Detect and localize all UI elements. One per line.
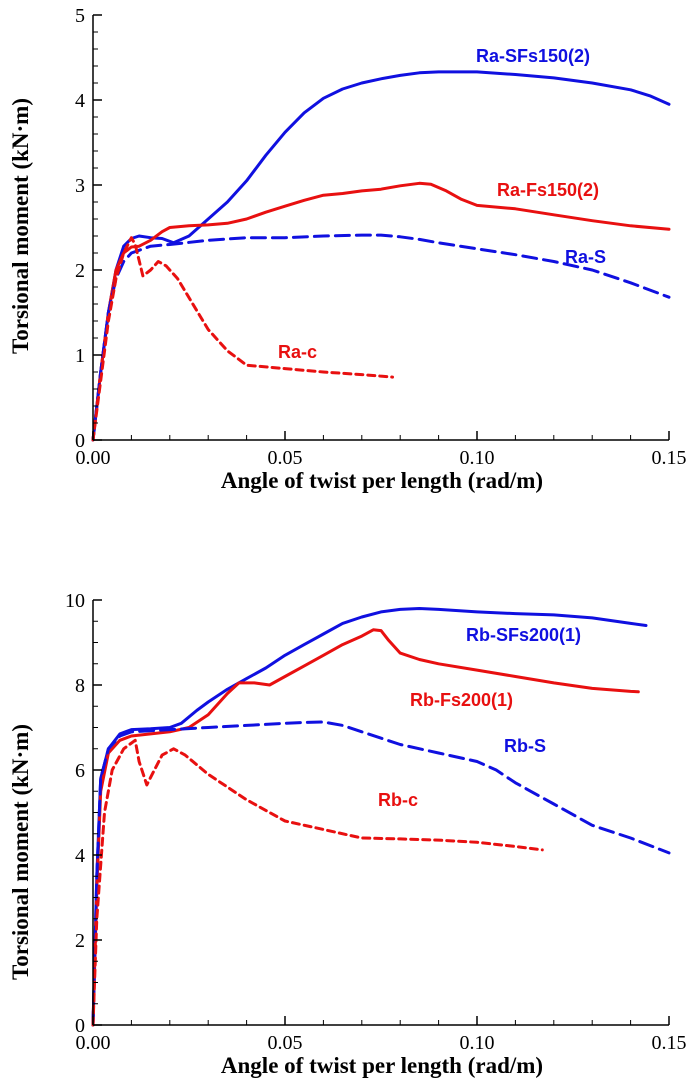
series-group-bottom	[91, 607, 671, 1027]
series-label-ra-fs150-2: Ra-Fs150(2)	[497, 180, 599, 200]
series-line-rb-c	[91, 738, 544, 1027]
x-tick-label-top: 0.05	[268, 447, 303, 469]
y-tick-label-top: 0	[75, 430, 85, 452]
series-line-ra-fs150-2	[91, 181, 671, 442]
series-labels-bottom: Rb-SFs200(1) Rb-Fs200(1) Rb-S Rb-c	[378, 625, 581, 810]
y-tick-label-top: 5	[75, 5, 85, 27]
y-axis-title-bottom: Torsional moment (kN·m)	[8, 724, 33, 980]
y-tick-label-bottom: 2	[75, 930, 85, 952]
series-line-rb-sfs200-1	[91, 607, 648, 1027]
x-tick-label-bottom: 0.00	[76, 1032, 111, 1054]
chart-top: 0.00 0.05 0.10 0.15 0 1 2 3 4 5 Ra-SFs150(2) Ra-F…	[8, 5, 687, 493]
y-tick-label-top: 4	[75, 90, 85, 112]
series-label-rb-sfs200-1: Rb-SFs200(1)	[466, 625, 581, 645]
y-tick-label-bottom: 8	[75, 675, 85, 697]
chart-bottom: 0.00 0.05 0.10 0.15 0 2 4 6 8 10 Rb-SFs200(1) Rb-…	[8, 590, 687, 1078]
y-tick-label-bottom: 0	[75, 1015, 85, 1037]
x-tick-label-bottom: 0.15	[652, 1032, 687, 1054]
series-label-rb-c: Rb-c	[378, 790, 418, 810]
x-tick-label-bottom: 0.05	[268, 1032, 303, 1054]
y-tick-label-bottom: 4	[75, 845, 85, 867]
axes-top: 0.00 0.05 0.10 0.15 0 1 2 3 4 5	[75, 5, 687, 469]
series-label-ra-s: Ra-S	[565, 247, 606, 267]
series-line-rb-fs200-1	[91, 628, 640, 1027]
y-tick-label-bottom: 10	[65, 590, 85, 612]
series-line-rb-s	[91, 720, 671, 1027]
series-group-top	[91, 70, 671, 442]
x-tick-label-top: 0.15	[652, 447, 687, 469]
x-tick-label-top: 0.10	[460, 447, 495, 469]
series-labels-top: Ra-SFs150(2) Ra-Fs150(2) Ra-S Ra-c	[278, 46, 606, 362]
series-label-ra-sfs150-2: Ra-SFs150(2)	[476, 46, 590, 66]
series-line-ra-c	[91, 236, 394, 442]
y-tick-label-top: 1	[75, 345, 85, 367]
y-tick-label-top: 3	[75, 175, 85, 197]
axes-bottom: 0.00 0.05 0.10 0.15 0 2 4 6 8 10	[65, 590, 687, 1054]
series-label-ra-c: Ra-c	[278, 342, 317, 362]
series-label-rb-fs200-1: Rb-Fs200(1)	[410, 690, 513, 710]
y-axis-title-top: Torsional moment (kN·m)	[8, 98, 33, 354]
series-label-rb-s: Rb-S	[504, 736, 546, 756]
x-axis-title-bottom: Angle of twist per length (rad/m)	[221, 1053, 543, 1078]
x-tick-label-bottom: 0.10	[460, 1032, 495, 1054]
x-axis-title-top: Angle of twist per length (rad/m)	[221, 468, 543, 493]
y-tick-label-top: 2	[75, 260, 85, 282]
y-tick-label-bottom: 6	[75, 760, 85, 782]
x-tick-label-top: 0.00	[76, 447, 111, 469]
series-line-ra-s	[91, 233, 671, 442]
